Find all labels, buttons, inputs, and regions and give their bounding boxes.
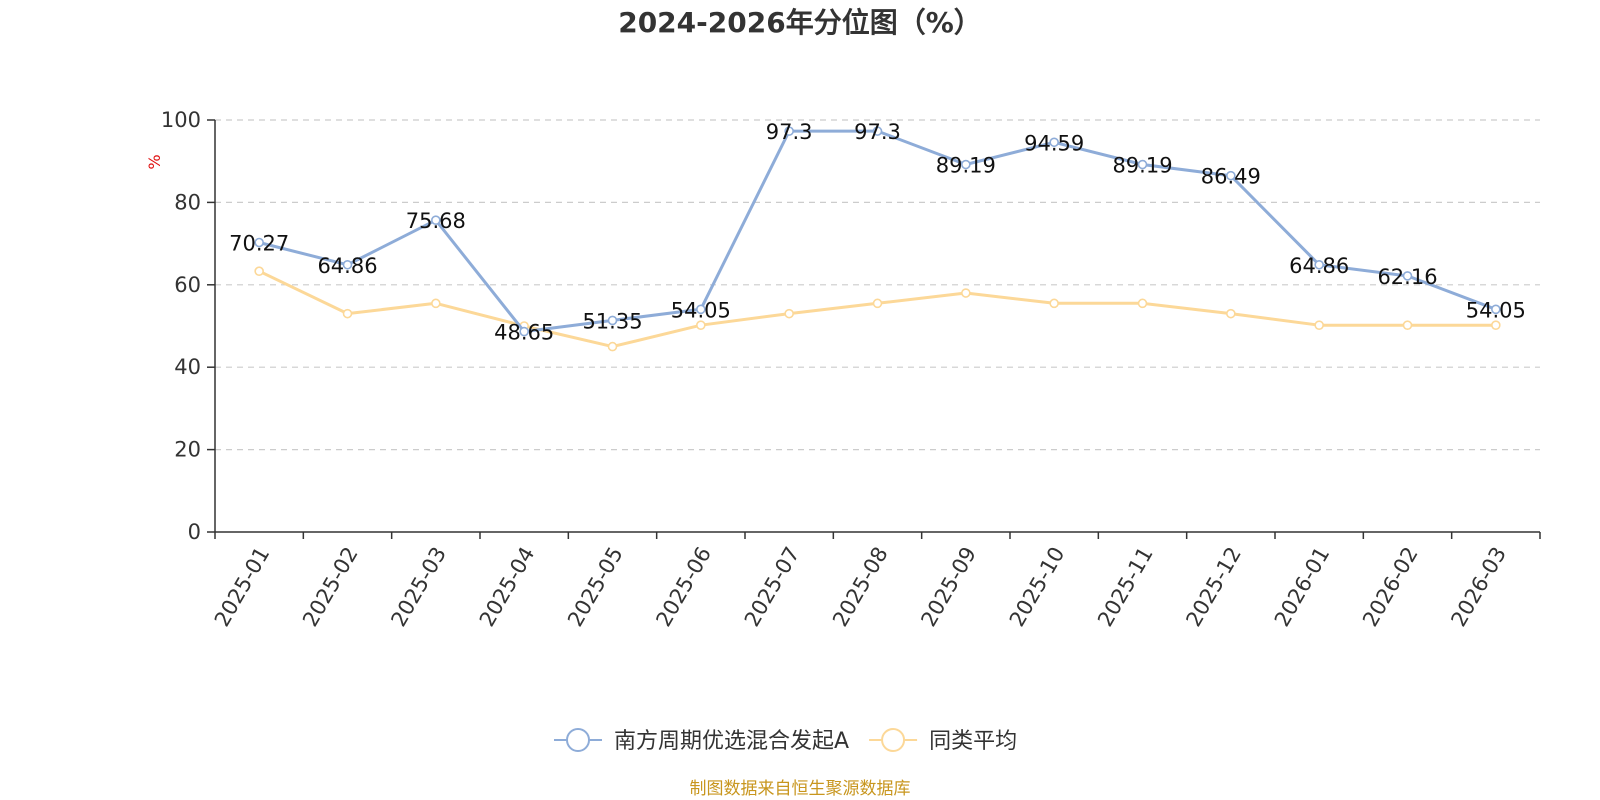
y-axis-unit-label: %: [145, 154, 164, 169]
series-0-point-2025-08: [872, 126, 883, 136]
series-0-point-2025-12: [1226, 170, 1236, 181]
data-label-2026-01: 64.86: [1289, 254, 1349, 278]
series-0-point-2025-11: [1137, 159, 1148, 170]
x-tick-label-2025-06: 2025-06: [651, 543, 716, 631]
data-label-2025-06: 54.05: [671, 298, 731, 322]
series-1-point-2025-05: [607, 341, 618, 352]
data-label-2025-11: 89.19: [1112, 154, 1172, 178]
series-1-point-2025-07: [784, 308, 794, 319]
y-tick-label-0: 0: [188, 520, 201, 544]
series-0-point-2025-03: [431, 215, 441, 225]
data-label-2025-02: 64.86: [317, 254, 377, 278]
x-tick-label-2026-03: 2026-03: [1446, 543, 1511, 631]
series-0-point-2025-01: [254, 237, 264, 248]
y-tick-label-60: 60: [174, 273, 201, 297]
series-0-point-2026-03: [1491, 304, 1501, 315]
x-tick-label-2025-09: 2025-09: [916, 543, 981, 631]
series-0-point-2025-04: [519, 326, 529, 337]
series-1-point-2025-02: [342, 308, 353, 319]
series-1-point-2025-09: [961, 288, 971, 298]
data-label-2026-02: 62.16: [1377, 265, 1437, 289]
series-lines: [254, 126, 1501, 352]
data-label-2025-03: 75.68: [406, 209, 466, 233]
chart-title: 2024-2026年分位图（%）: [618, 6, 982, 39]
series-1-point-2025-12: [1226, 308, 1236, 319]
y-tick-label-20: 20: [174, 438, 201, 462]
series-0-point-2026-01: [1314, 259, 1324, 270]
x-tick-label-2025-12: 2025-12: [1181, 543, 1246, 631]
x-tick-label-2025-10: 2025-10: [1005, 543, 1070, 631]
data-label-2025-05: 51.35: [582, 309, 642, 333]
series-1-point-2025-01: [254, 266, 264, 277]
series-1-point-2025-08: [872, 298, 883, 309]
series-1-point-2026-02: [1402, 320, 1413, 330]
x-tick-label-2026-02: 2026-02: [1358, 543, 1423, 631]
x-tick-label-2025-08: 2025-08: [828, 543, 893, 631]
series-line-1: [258, 269, 1496, 349]
legend-marker-1: [881, 728, 906, 752]
legend-label-0: 南方周期优选混合发起A: [614, 729, 849, 754]
y-tick-label-80: 80: [174, 190, 201, 214]
data-label-2025-08: 97.3: [854, 120, 901, 144]
data-label-2025-09: 89.19: [936, 154, 996, 178]
series-0-point-2025-02: [342, 259, 353, 270]
grid-lines: [215, 119, 1540, 451]
series-1-point-2025-11: [1137, 298, 1148, 309]
series-1-point-2026-03: [1491, 320, 1501, 330]
series-1-point-2026-01: [1314, 320, 1324, 330]
series-0-point-2026-02: [1402, 271, 1413, 281]
series-1-point-2025-10: [1049, 298, 1059, 309]
series-0-point-2025-06: [696, 304, 706, 315]
x-tick-label-2025-07: 2025-07: [740, 543, 805, 631]
data-label-2026-03: 54.05: [1466, 298, 1526, 322]
y-tick-label-100: 100: [161, 108, 201, 132]
series-0-point-2025-10: [1049, 137, 1059, 148]
y-tick-label-40: 40: [174, 355, 201, 379]
x-tick-label-2025-02: 2025-02: [298, 543, 363, 631]
data-label-2025-10: 94.59: [1024, 131, 1084, 155]
source-note: 制图数据来自恒生聚源数据库: [690, 779, 911, 799]
series-0-point-2025-09: [961, 159, 971, 170]
data-label-2025-12: 86.49: [1201, 165, 1261, 189]
series-1-point-2025-03: [431, 298, 441, 309]
x-tick-label-2025-01: 2025-01: [210, 543, 275, 631]
series-0-point-2025-07: [784, 126, 794, 136]
legend: 南方周期优选混合发起A 同类平均: [554, 728, 1017, 754]
x-tick-label-2025-03: 2025-03: [386, 543, 451, 631]
series-1-point-2025-06: [696, 320, 706, 330]
data-label-2025-01: 70.27: [229, 231, 289, 255]
data-label-2025-07: 97.3: [766, 120, 813, 144]
x-tick-label-2025-11: 2025-11: [1093, 543, 1158, 631]
series-0-point-2025-05: [607, 315, 618, 326]
x-tick-label-2025-05: 2025-05: [563, 543, 628, 631]
legend-marker-0: [566, 728, 590, 752]
data-labels: 70.27 64.86 75.68 48.65 51.35 54.05 97.3 97.3 89…: [229, 120, 1526, 344]
legend-label-1: 同类平均: [929, 729, 1017, 754]
axes: 0 20 40 60 80 100 2025-01 2025-02 2025-03 2025-04…: [161, 108, 1541, 631]
x-tick-label-2026-01: 2026-01: [1270, 543, 1335, 631]
x-tick-label-2025-04: 2025-04: [475, 543, 540, 631]
data-label-2025-04: 48.65: [494, 321, 554, 345]
